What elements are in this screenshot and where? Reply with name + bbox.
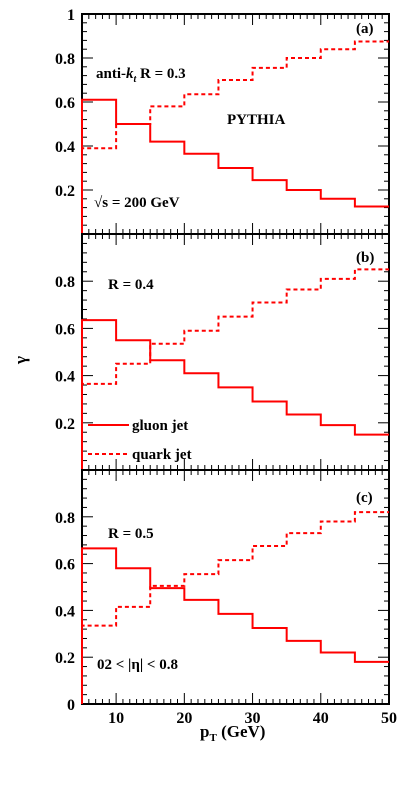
panel-c-series [81,511,389,704]
y-tick-label: 0.8 [55,51,75,68]
panel-b: 0.2 0.4 0.6 0.8 (b) R = 0.4 gluon jet quark… [55,233,390,471]
y-tick-label: 0.2 [55,650,75,667]
panel-c-y-tick-labels: 0 0.2 0.4 0.6 0.8 [55,510,75,714]
panel-a: 0.2 0.4 0.6 0.8 1 (a) anti-kt R = 0.3 PYTHIA… [55,7,390,235]
x-axis-title-unit: (GeV) [217,722,266,741]
panel-b-radius-label: R = 0.4 [108,277,154,293]
y-tick-label: 0.2 [55,183,75,200]
jet-label-pre: anti- [96,66,126,82]
y-tick-label: 0.6 [55,557,75,574]
panel-a-y-tick-labels: 0.2 0.4 0.6 0.8 1 [55,7,75,200]
panel-a-series [81,40,389,234]
panel-c-ticks [81,469,390,705]
y-tick-label: 0.4 [55,369,75,386]
panel-c-radius-label: R = 0.5 [108,526,154,542]
y-tick-label: 0.8 [55,510,75,527]
x-tick-label: 20 [176,710,192,727]
y-tick-label: 0.4 [55,139,75,156]
legend: gluon jet quark jet [88,418,192,463]
quark-jet-curve-a [81,40,389,234]
panel-c-tag: (c) [356,490,373,506]
x-tick-label: 10 [108,710,124,727]
y-tick-label: 0.8 [55,274,75,291]
panel-a-tag: (a) [356,21,374,37]
jet-label-sub: t [134,74,138,85]
x-axis-title: pT (GeV) [200,722,265,744]
y-tick-label: 1 [67,7,75,24]
jet-label-post: R = 0.3 [136,66,185,82]
y-tick-label: 0 [67,697,75,714]
y-tick-label: 0.6 [55,321,75,338]
quark-jet-curve-b [81,268,389,470]
jet-label-k: k [126,66,134,82]
y-tick-label: 0.2 [55,416,75,433]
x-tick-label: 50 [381,710,397,727]
legend-quark-label: quark jet [132,447,192,463]
energy-label: √s = 200 GeV [94,195,180,211]
y-tick-label: 0.6 [55,95,75,112]
quark-jet-curve-c [81,511,389,704]
gluon-jet-curve-a [81,98,389,234]
panel-b-frame [81,233,390,471]
panel-c: 0 0.2 0.4 0.6 0.8 (c) R = 0.5 02 < |η| < 0.8 [55,469,390,714]
generator-label: PYTHIA [227,112,286,128]
panel-b-tag: (b) [356,250,374,266]
y-axis-title: γ [11,356,30,365]
x-tick-label: 40 [313,710,329,727]
legend-gluon-label: gluon jet [132,418,188,434]
x-axis-title-sub: T [209,732,217,744]
panel-a-jet-label: anti-kt R = 0.3 [96,66,186,85]
panel-b-series [81,268,389,470]
eta-cut-label: 02 < |η| < 0.8 [97,657,178,673]
gluon-jet-curve-b [81,319,389,470]
x-tick-label: 30 [245,710,261,727]
panel-b-y-tick-labels: 0.2 0.4 0.6 0.8 [55,274,75,433]
y-tick-label: 0.4 [55,603,75,620]
gluon-jet-curve-c [81,547,389,704]
x-tick-labels: 10 20 30 40 50 [108,710,397,727]
panel-b-ticks [81,233,390,471]
x-axis-title-main: p [200,722,209,741]
